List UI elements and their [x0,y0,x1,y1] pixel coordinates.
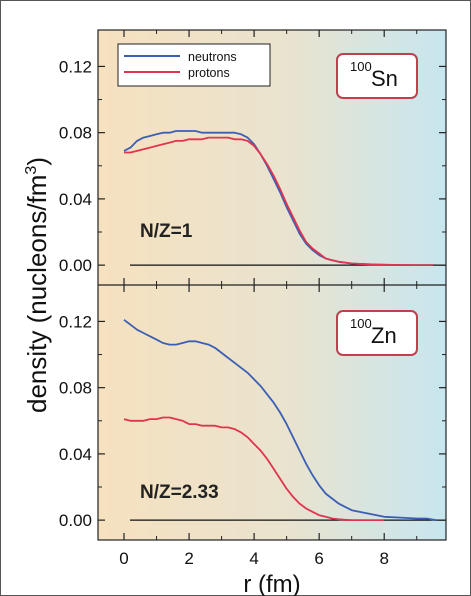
nucleus-mass-bottom: 100 [350,316,372,331]
top-axis-ticks: 0.00 0.04 0.08 0.12 [59,30,446,285]
nucleus-badge-bottom: 100 Zn [336,310,418,356]
series-line-protons-bottom [123,416,385,521]
x-tick-label: 2 [184,549,193,568]
bottom-axis-ticks: 0.00 0.04 0.08 0.12 0 2 4 6 8 [59,285,446,568]
nucleus-symbol-top: Sn [371,66,398,91]
series-line-neutrons-bottom [123,319,437,521]
y-axis-title-tail: ) [22,157,52,166]
legend-box [117,43,271,87]
y-tick-label-top: 0.08 [59,124,92,143]
x-tick-label: 8 [379,549,388,568]
y-tick-label-bottom: 0.00 [59,511,92,530]
legend-label-protons: protons [188,66,230,80]
nucleus-badge-box [336,53,418,99]
top-curves [123,130,433,267]
nucleus-mass-top: 100 [350,59,372,74]
top-panel: 0.00 0.04 0.08 0.12 neutrons protons 100 Sn… [59,30,446,285]
y-tick-label-bottom: 0.12 [59,312,92,331]
nz-ratio-top: N/Z=1 [140,221,193,242]
series-line-protons-top [124,136,433,267]
y-tick-label-top: 0.12 [59,57,92,76]
nucleus-badge-top: 100 Sn [336,53,418,99]
x-axis-title: r (fm) [243,571,300,596]
y-tick-label-bottom: 0.08 [59,379,92,398]
nucleus-badge-box [336,310,418,356]
x-tick-label: 4 [249,549,258,568]
bottom-panel: 0.00 0.04 0.08 0.12 0 2 4 6 8 100 Zn N/Z=2.33 [59,285,446,568]
legend-label-neutrons: neutrons [188,50,237,64]
y-axis-title-main: density (nucleons/fm [22,175,52,413]
bottom-curves [123,319,437,521]
legend: neutrons protons [117,43,271,87]
nz-ratio-bottom: N/Z=2.33 [140,482,219,503]
y-tick-label-top: 0.04 [59,190,92,209]
x-tick-label: 6 [314,549,323,568]
x-tick-label: 0 [119,549,128,568]
nucleus-symbol-bottom: Zn [371,323,397,348]
y-axis-title-sup: 3 [23,166,40,175]
y-axis-title: density (nucleons/fm3) [22,157,52,413]
y-tick-label-bottom: 0.04 [59,445,92,464]
y-tick-label-top: 0.00 [59,256,92,275]
